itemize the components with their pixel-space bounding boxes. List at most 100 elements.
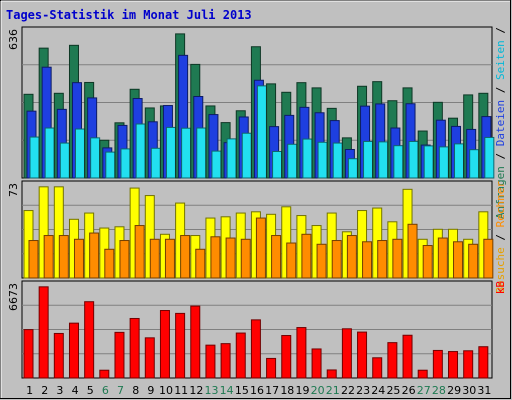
- bar-rechner-day-10: [164, 238, 175, 279]
- bar-kb-day-9: [144, 337, 155, 379]
- bar-rechner-day-28: [437, 237, 448, 279]
- bar-seiten-day-13: [211, 150, 222, 179]
- x-tick-label: 25: [386, 384, 400, 397]
- bar-seiten-day-21: [332, 142, 343, 179]
- bar-kb-day-29: [448, 351, 459, 379]
- bar-rechner-day-9: [149, 238, 160, 279]
- bar-kb-day-1: [23, 329, 34, 379]
- bar-rechner-day-27: [422, 245, 433, 279]
- bar-rechner-day-8: [134, 225, 145, 279]
- bar-seiten-day-20: [317, 141, 328, 179]
- bar-kb-day-4: [68, 322, 79, 379]
- bar-seiten-day-9: [150, 147, 161, 179]
- x-tick-label: 3: [56, 384, 63, 397]
- bar-seiten-day-30: [469, 149, 480, 179]
- bar-kb-day-13: [205, 344, 216, 379]
- legend-bottom: kB: [494, 281, 507, 295]
- bar-rechner-day-7: [119, 240, 130, 279]
- bar-rechner-day-2: [43, 235, 54, 279]
- bar-kb-day-27: [417, 369, 428, 379]
- bar-kb-day-30: [463, 350, 474, 379]
- bar-rechner-day-18: [286, 242, 297, 279]
- panel-top: 636: [7, 26, 495, 179]
- legend-label-seiten: Seiten: [494, 40, 507, 80]
- x-tick-label: 26: [402, 384, 416, 397]
- legend-separator: /: [494, 227, 507, 247]
- x-tick-label: 6: [102, 384, 109, 397]
- bar-rechner-day-29: [453, 241, 464, 279]
- bar-seiten-day-11: [181, 127, 192, 179]
- x-tick-label: 21: [326, 384, 340, 397]
- bar-rechner-day-21: [331, 240, 342, 279]
- bar-rechner-day-15: [240, 238, 251, 279]
- x-tick-label: 24: [371, 384, 385, 397]
- bar-rechner-day-11: [180, 235, 191, 279]
- bar-rechner-day-6: [104, 248, 115, 279]
- bar-rechner-day-25: [392, 238, 403, 279]
- bar-rechner-day-16: [255, 217, 266, 279]
- bar-seiten-day-28: [438, 146, 449, 179]
- bar-kb-day-3: [53, 332, 64, 379]
- x-tick-label: 15: [235, 384, 249, 397]
- x-tick-label: 20: [311, 384, 325, 397]
- bar-rechner-day-1: [28, 240, 39, 279]
- bar-seiten-day-16: [256, 85, 267, 179]
- bar-seiten-day-2: [44, 127, 55, 179]
- x-tick-label: 11: [174, 384, 188, 397]
- bar-kb-day-23: [357, 331, 368, 379]
- x-tick-label: 9: [147, 384, 154, 397]
- bar-kb-day-24: [372, 357, 383, 379]
- bar-seiten-day-29: [454, 143, 465, 179]
- bar-kb-day-6: [99, 369, 110, 379]
- x-tick-label: 2: [41, 384, 48, 397]
- legend-label-besuche: Besuche: [494, 247, 507, 293]
- bar-seiten-day-27: [423, 145, 434, 179]
- x-tick-label: 4: [72, 384, 79, 397]
- x-tick-label: 13: [205, 384, 219, 397]
- panel-middle: 73: [7, 180, 494, 279]
- x-tick-label: 27: [417, 384, 431, 397]
- x-tick-label: 10: [159, 384, 173, 397]
- bar-kb-day-15: [235, 332, 246, 379]
- bar-kb-day-14: [220, 343, 231, 379]
- bar-rechner-day-12: [195, 248, 206, 279]
- x-tick-label: 18: [280, 384, 294, 397]
- bar-rechner-day-24: [377, 240, 388, 279]
- bar-seiten-day-1: [29, 136, 40, 179]
- x-tick-label: 16: [250, 384, 264, 397]
- bar-seiten-day-19: [302, 138, 313, 179]
- bar-kb-day-22: [341, 328, 352, 379]
- x-tick-label: 30: [462, 384, 476, 397]
- bar-seiten-day-23: [363, 140, 374, 179]
- x-tick-label: 17: [265, 384, 279, 397]
- bar-seiten-day-24: [378, 141, 389, 179]
- bar-kb-day-12: [190, 305, 201, 379]
- bar-seiten-day-4: [74, 128, 85, 179]
- x-tick-label: 8: [132, 384, 139, 397]
- x-tick-label: 31: [477, 384, 491, 397]
- x-tick-label: 29: [447, 384, 461, 397]
- bar-rechner-day-14: [225, 237, 236, 279]
- bar-rechner-day-17: [271, 235, 282, 279]
- y-max-label: 6673: [7, 283, 20, 311]
- legend-separator: /: [494, 146, 507, 166]
- bar-rechner-day-30: [468, 243, 479, 279]
- bar-rechner-day-20: [316, 243, 327, 279]
- bar-kb-day-20: [311, 348, 322, 379]
- bar-seiten-day-25: [393, 145, 404, 179]
- bar-kb-day-7: [114, 331, 125, 379]
- bar-seiten-day-14: [226, 138, 237, 179]
- x-tick-label: 28: [432, 384, 446, 397]
- legend-top: Anfragen / Dateien / Seiten /: [494, 27, 507, 219]
- bar-seiten-day-8: [135, 123, 146, 179]
- bar-rechner-day-31: [483, 238, 494, 279]
- bar-rechner-day-5: [89, 232, 100, 279]
- bar-kb-day-19: [296, 327, 307, 379]
- bar-rechner-day-22: [346, 235, 357, 279]
- bar-seiten-day-7: [120, 148, 131, 179]
- legend-separator: /: [494, 80, 507, 100]
- bar-rechner-day-4: [73, 238, 84, 279]
- bar-seiten-day-17: [272, 151, 283, 179]
- bar-seiten-day-12: [196, 127, 207, 179]
